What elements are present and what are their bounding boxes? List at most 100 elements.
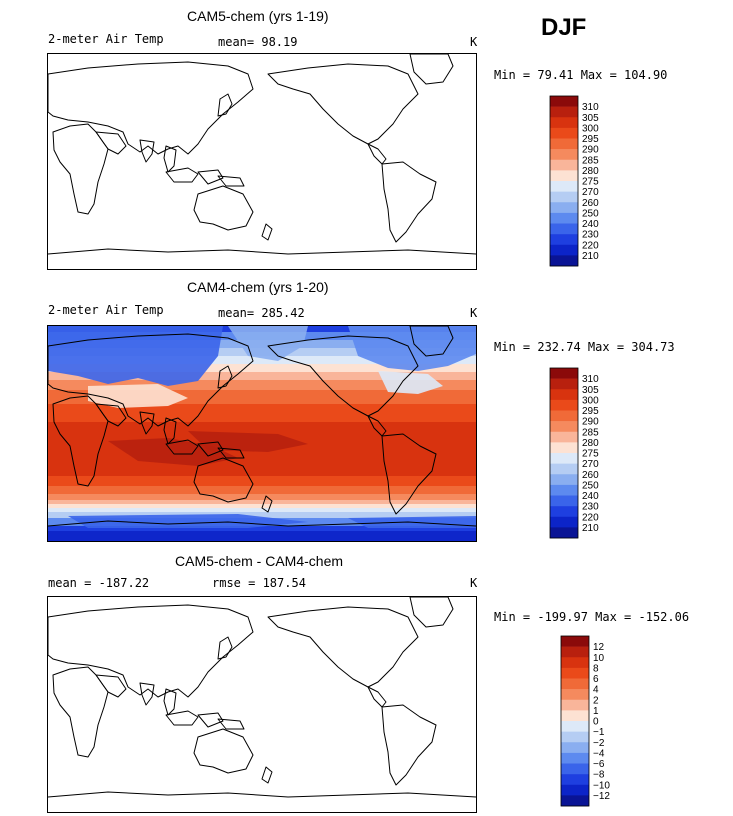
- coastline: [267, 63, 419, 145]
- colorbar-tick-label: −6: [593, 759, 605, 770]
- coastline: [163, 145, 177, 173]
- colorbar-tick-label: 285: [582, 427, 599, 438]
- panel3-range-label: Min = -199.97 Max = -152.06: [494, 610, 690, 624]
- colorbar-swatch: [550, 484, 578, 496]
- colorbar-tick-label: 230: [582, 502, 599, 513]
- coastline: [261, 766, 273, 784]
- colorbar-tick-label: 295: [582, 134, 599, 145]
- colorbar-swatch: [561, 710, 589, 722]
- colorbar-tick-label: 220: [582, 240, 599, 251]
- colorbar-tick-label: 260: [582, 470, 599, 481]
- colorbar-tick-label: 270: [582, 459, 599, 470]
- panel2-mean-label: mean= 285.42: [218, 306, 305, 320]
- colorbar-swatch: [561, 699, 589, 711]
- coastline: [381, 704, 437, 786]
- coastline: [381, 433, 437, 515]
- coastline: [261, 223, 273, 241]
- coastline: [193, 457, 254, 503]
- colorbar-swatch: [561, 763, 589, 775]
- colorbar-tick-label: 1: [593, 706, 599, 717]
- panel3-map: [47, 596, 477, 813]
- colorbar-swatch: [550, 117, 578, 129]
- colorbar-tick-label: 305: [582, 385, 599, 396]
- temperature-band: [48, 476, 476, 486]
- colorbar-swatch: [550, 431, 578, 443]
- panel1-colorbar: 310 305 300 295 290 285 280 275 270 260 250 240 230 2…: [549, 95, 599, 267]
- colorbar-swatch: [550, 453, 578, 464]
- panel1-variable-label: 2-meter Air Temp: [48, 32, 164, 46]
- colorbar-swatch: [550, 410, 578, 422]
- coastline: [52, 666, 109, 758]
- colorbar-tick-label: −8: [593, 770, 605, 781]
- colorbar-tick-label: 250: [582, 480, 599, 491]
- colorbar-swatch: [550, 223, 578, 235]
- panel2-colorbar: 310 305 300 295 290 285 280 275 270 260 250 240 230 2…: [549, 367, 599, 539]
- colorbar-tick-label: 275: [582, 449, 599, 460]
- colorbar-tick-label: 300: [582, 395, 599, 406]
- colorbar-tick-label: −1: [593, 727, 605, 738]
- coastline: [52, 123, 109, 215]
- colorbar-swatch: [550, 170, 578, 182]
- colorbar-swatch: [550, 506, 578, 518]
- colorbar-swatch: [561, 667, 589, 679]
- colorbar-swatch: [550, 527, 578, 539]
- colorbar-tick-label: −4: [593, 748, 605, 759]
- panel2-coastlines: [48, 326, 476, 527]
- temperature-region: [88, 384, 188, 408]
- colorbar-swatch: [550, 106, 578, 118]
- colorbar-swatch: [550, 378, 578, 390]
- panel3-colorbar: 12 10 8 6 4 2 1 0 −1 −2 −4 −6 −8 −10 −12: [560, 635, 610, 807]
- colorbar-tick-label: 275: [582, 177, 599, 188]
- colorbar-swatch: [550, 234, 578, 246]
- panel3-title: CAM5-chem - CAM4-chem: [175, 553, 344, 569]
- coastline: [163, 688, 177, 716]
- panel1-coastlines: [48, 54, 476, 255]
- temperature-region: [48, 531, 476, 541]
- coastline: [163, 417, 177, 445]
- coastline: [267, 606, 419, 688]
- coastline: [267, 335, 419, 417]
- colorbar-swatch: [561, 774, 589, 786]
- colorbar-tick-label: 290: [582, 145, 599, 156]
- colorbar-tick-label: 310: [582, 374, 599, 385]
- coastline: [193, 185, 254, 231]
- colorbar-swatch: [550, 244, 578, 256]
- coastline: [409, 597, 454, 628]
- colorbar-swatch: [561, 646, 589, 658]
- colorbar-tick-label: 300: [582, 123, 599, 134]
- colorbar-tick-label: 10: [593, 653, 605, 664]
- colorbar-tick-label: 210: [582, 251, 599, 262]
- panel1-range-label: Min = 79.41 Max = 104.90: [494, 68, 668, 82]
- temperature-band: [48, 486, 476, 494]
- panel1-title: CAM5-chem (yrs 1-19): [187, 8, 329, 24]
- colorbar-swatch: [561, 721, 589, 732]
- colorbar-tick-label: 290: [582, 417, 599, 428]
- coastline: [409, 326, 454, 357]
- panel1-map: [47, 53, 477, 270]
- colorbar-tick-label: 240: [582, 491, 599, 502]
- season-label: DJF: [541, 14, 587, 41]
- colorbar-swatch: [550, 202, 578, 214]
- coastline: [165, 167, 199, 183]
- colorbar-tick-label: 0: [593, 717, 599, 728]
- temperature-band: [48, 380, 476, 390]
- colorbar-swatch: [550, 399, 578, 411]
- coastline: [197, 169, 224, 185]
- colorbar-swatch: [561, 689, 589, 701]
- colorbar-swatch: [550, 516, 578, 528]
- colorbar-tick-label: 295: [582, 406, 599, 417]
- colorbar-tick-label: 280: [582, 438, 599, 449]
- panel2-temperature-field: [48, 326, 476, 541]
- panel3-units-label: K: [470, 576, 478, 590]
- panel1-mean-label: mean= 98.19: [218, 35, 298, 49]
- colorbar-swatch: [550, 389, 578, 401]
- temperature-band: [48, 372, 476, 380]
- colorbar-swatch: [561, 742, 589, 754]
- colorbar-tick-label: 280: [582, 166, 599, 177]
- colorbar-tick-label: 305: [582, 113, 599, 124]
- colorbar-swatch: [550, 495, 578, 507]
- coastline: [95, 403, 127, 427]
- coastline: [217, 175, 245, 187]
- coastline: [139, 411, 155, 435]
- colorbar-tick-label: 250: [582, 208, 599, 219]
